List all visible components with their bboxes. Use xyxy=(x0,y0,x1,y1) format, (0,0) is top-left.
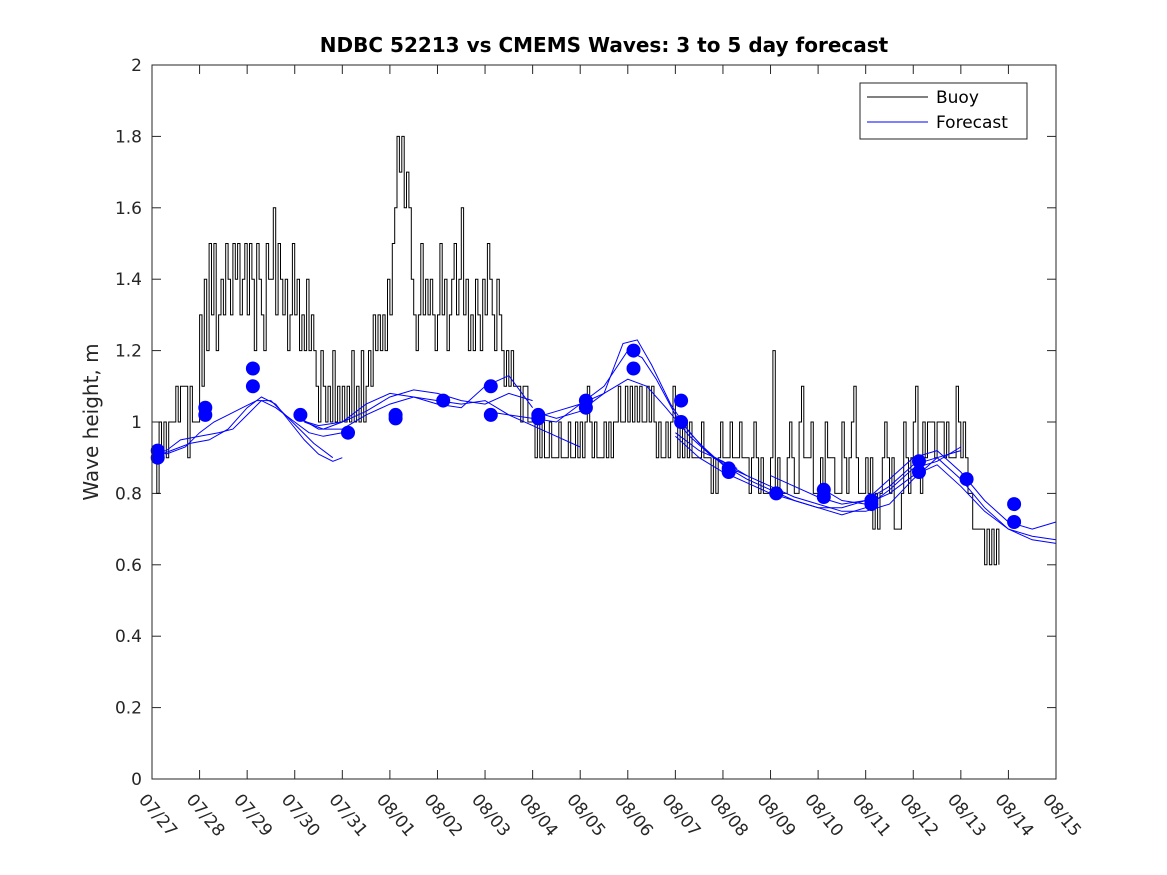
forecast-marker xyxy=(388,411,403,426)
forecast-marker xyxy=(674,393,689,408)
y-tick-label: 0 xyxy=(131,770,142,790)
forecast-marker xyxy=(245,361,260,376)
y-tick-label: 0.2 xyxy=(115,699,142,719)
y-tick-label: 1.8 xyxy=(115,127,142,147)
y-axis-label: Wave height, m xyxy=(79,343,103,500)
forecast-marker xyxy=(150,450,165,465)
forecast-marker xyxy=(626,361,641,376)
legend: Buoy Forecast xyxy=(859,82,1028,140)
forecast-marker xyxy=(578,400,593,415)
legend-forecast-label: Forecast xyxy=(936,113,1008,133)
forecast-marker xyxy=(483,379,498,394)
forecast-marker xyxy=(293,407,308,422)
forecast-line xyxy=(532,378,738,469)
y-tick-label: 0.4 xyxy=(115,627,142,647)
forecast-marker xyxy=(1007,497,1022,512)
forecast-line xyxy=(294,389,533,427)
legend-buoy-label: Buoy xyxy=(936,88,979,108)
forecast-marker xyxy=(436,393,451,408)
forecast-marker xyxy=(626,343,641,358)
forecast-marker xyxy=(674,415,689,429)
y-tick-label: 1 xyxy=(131,413,142,433)
y-tick-label: 0.8 xyxy=(115,484,142,504)
forecast-marker xyxy=(912,454,926,469)
forecast-marker xyxy=(864,497,879,512)
forecast-marker xyxy=(1007,515,1022,529)
forecast-line xyxy=(675,432,961,512)
y-tick-label: 2 xyxy=(131,56,142,76)
forecast-marker xyxy=(959,472,974,487)
y-tick-label: 1.6 xyxy=(115,199,142,219)
forecast-line xyxy=(151,400,334,459)
forecast-marker xyxy=(816,490,831,504)
forecast-line xyxy=(817,464,1057,544)
forecast-marker xyxy=(198,407,213,422)
chart-title: NDBC 52213 vs CMEMS Waves: 3 to 5 day fo… xyxy=(320,33,889,57)
axes-box xyxy=(151,64,1057,780)
forecast-line xyxy=(532,339,738,473)
forecast-markers xyxy=(150,343,1022,529)
forecast-marker xyxy=(341,425,355,440)
y-tick-label: 1.4 xyxy=(115,270,142,290)
forecast-line xyxy=(151,399,343,455)
forecast-line xyxy=(151,396,343,462)
forecast-marker xyxy=(912,465,926,479)
forecast-marker xyxy=(769,486,784,501)
forecast-marker xyxy=(721,465,736,479)
forecast-marker xyxy=(483,407,498,422)
y-tick-label: 1.2 xyxy=(115,342,142,362)
legend-box xyxy=(859,82,1028,140)
forecast-marker xyxy=(245,379,260,394)
forecast-marker xyxy=(531,411,546,426)
y-tick-label: 0.6 xyxy=(115,556,142,576)
